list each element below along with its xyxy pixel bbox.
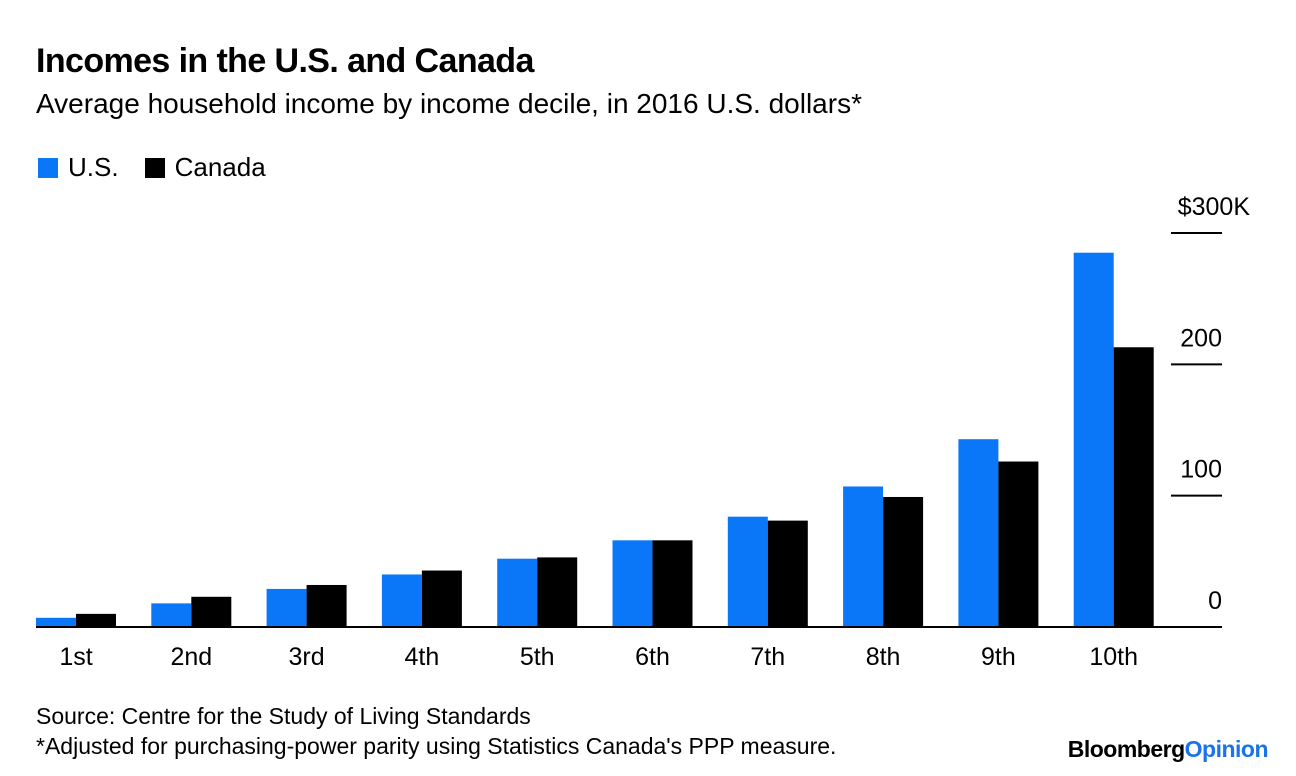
legend-item-canada: Canada (144, 152, 266, 183)
bar-us-6th (612, 540, 653, 627)
bar-us-8th (843, 486, 884, 627)
bar-us-2nd (151, 603, 192, 627)
bar-canada-4th (421, 570, 462, 627)
brand-secondary: Opinion (1184, 736, 1269, 762)
source-note: Source: Centre for the Study of Living S… (36, 703, 531, 729)
bar-us-4th (381, 574, 422, 627)
bar-us-7th (727, 516, 768, 627)
bar-us-3rd (266, 588, 307, 627)
bar-canada-8th (883, 496, 924, 627)
footnote: *Adjusted for purchasing-power parity us… (36, 733, 837, 759)
bar-us-10th (1073, 252, 1114, 627)
legend: U.S. Canada (38, 152, 292, 183)
legend-item-us: U.S. (38, 152, 119, 183)
bar-canada-1st (76, 613, 116, 627)
bar-canada-10th (1113, 347, 1154, 627)
x-tick-label-4th: 4th (405, 643, 440, 671)
bar-canada-7th (767, 520, 808, 627)
bar-us-9th (958, 439, 999, 627)
chart-title: Incomes in the U.S. and Canada (36, 42, 534, 80)
x-tick-label-7th: 7th (750, 643, 785, 671)
x-tick-label-9th: 9th (981, 643, 1016, 671)
bar-chart: 1st 2nd 3rd 4th 5th 6th 7th 8th 9th 10th 0 100 200 $3… (36, 193, 1251, 671)
bar-canada-5th (537, 557, 578, 627)
x-tick-label-8th: 8th (866, 643, 901, 671)
x-tick-label-2nd: 2nd (170, 643, 212, 671)
brand-logo: BloombergOpinion (1067, 736, 1269, 763)
y-tick-label-200: 200 (1180, 324, 1222, 352)
x-tick-label-6th: 6th (635, 643, 670, 671)
x-tick-label-3rd: 3rd (289, 643, 325, 671)
brand-primary: Bloomberg (1067, 736, 1185, 762)
legend-swatch-canada (144, 157, 165, 178)
x-tick-label-5th: 5th (520, 643, 555, 671)
y-tick-label-0: 0 (1208, 587, 1222, 615)
bar-us-1st (36, 617, 76, 627)
x-tick-label-10th: 10th (1089, 643, 1138, 671)
bar-canada-2nd (191, 596, 232, 627)
bar-canada-6th (652, 540, 693, 627)
bar-canada-3rd (306, 584, 347, 627)
legend-label-canada: Canada (174, 152, 266, 182)
chart-subtitle: Average household income by income decil… (36, 88, 862, 119)
bar-us-5th (497, 558, 538, 627)
legend-label-us: U.S. (68, 152, 119, 182)
y-tick-label-300: $300K (1178, 193, 1251, 221)
legend-swatch-us (38, 157, 58, 178)
x-tick-label-1st: 1st (59, 643, 92, 671)
y-tick-label-100: 100 (1180, 456, 1222, 484)
bar-canada-9th (998, 461, 1039, 627)
